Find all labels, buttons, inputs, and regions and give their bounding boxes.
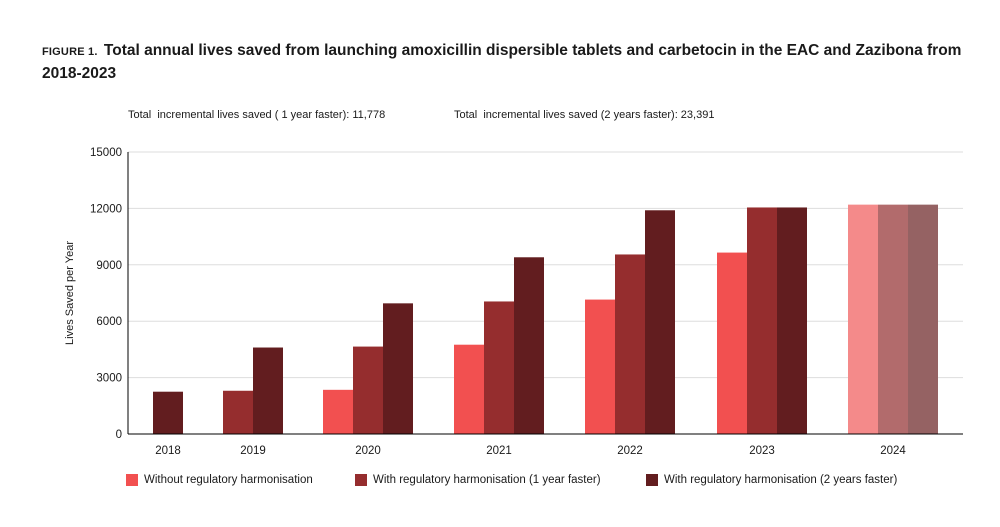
- legend-item-without: Without regulatory harmonisation: [126, 474, 313, 486]
- y-tick-label-12000: 12000: [90, 203, 122, 215]
- bar-without-2024: [848, 204, 878, 434]
- bar-two-years-2023: [777, 207, 807, 434]
- bar-two-years-2024: [908, 204, 938, 434]
- bar-without-2022: [585, 299, 615, 434]
- bar-two-years-2022: [645, 210, 675, 434]
- bar-one-year-2019: [223, 390, 253, 434]
- figure-title: FIGURE 1. Total annual lives saved from …: [42, 40, 982, 84]
- y-tick-label-6000: 6000: [96, 316, 122, 328]
- chart-legend: Without regulatory harmonisation With re…: [0, 474, 1000, 492]
- bar-without-2021: [454, 344, 484, 434]
- y-tick-label-9000: 9000: [96, 260, 122, 272]
- note-two-years: Total incremental lives saved (2 years f…: [454, 109, 715, 121]
- legend-swatch-one-year: [355, 474, 367, 486]
- y-axis-label: Lives Saved per Year: [64, 241, 76, 345]
- x-tick-label-2023: 2023: [749, 445, 775, 457]
- x-tick-label-2018: 2018: [155, 445, 181, 457]
- y-tick-label-15000: 15000: [90, 147, 122, 159]
- note-one-year: Total incremental lives saved ( 1 year f…: [128, 109, 386, 121]
- y-tick-label-3000: 3000: [96, 373, 122, 385]
- bar-one-year-2021: [484, 301, 514, 434]
- figure-title-text: Total annual lives saved from launching …: [42, 42, 962, 82]
- bar-without-2020: [323, 389, 353, 434]
- x-tick-label-2022: 2022: [617, 445, 643, 457]
- legend-item-two-years: With regulatory harmonisation (2 years f…: [646, 474, 897, 486]
- y-tick-label-0: 0: [116, 429, 122, 441]
- figure-prefix: FIGURE 1.: [42, 46, 98, 58]
- x-tick-label-2021: 2021: [486, 445, 512, 457]
- bar-two-years-2020: [383, 303, 413, 434]
- bar-two-years-2021: [514, 257, 544, 434]
- legend-label-one-year: With regulatory harmonisation (1 year fa…: [373, 474, 601, 486]
- x-tick-label-2024: 2024: [880, 445, 906, 457]
- bar-one-year-2020: [353, 346, 383, 434]
- bar-without-2023: [717, 252, 747, 434]
- legend-swatch-two-years: [646, 474, 658, 486]
- bar-one-year-2023: [747, 207, 777, 434]
- legend-label-without: Without regulatory harmonisation: [144, 474, 313, 486]
- bar-two-years-2018: [153, 391, 183, 434]
- legend-item-one-year: With regulatory harmonisation (1 year fa…: [355, 474, 601, 486]
- legend-swatch-without: [126, 474, 138, 486]
- x-tick-label-2020: 2020: [355, 445, 381, 457]
- bar-one-year-2024: [878, 204, 908, 434]
- bar-two-years-2019: [253, 347, 283, 434]
- legend-label-two-years: With regulatory harmonisation (2 years f…: [664, 474, 898, 486]
- bar-one-year-2022: [615, 254, 645, 434]
- x-tick-label-2019: 2019: [240, 445, 266, 457]
